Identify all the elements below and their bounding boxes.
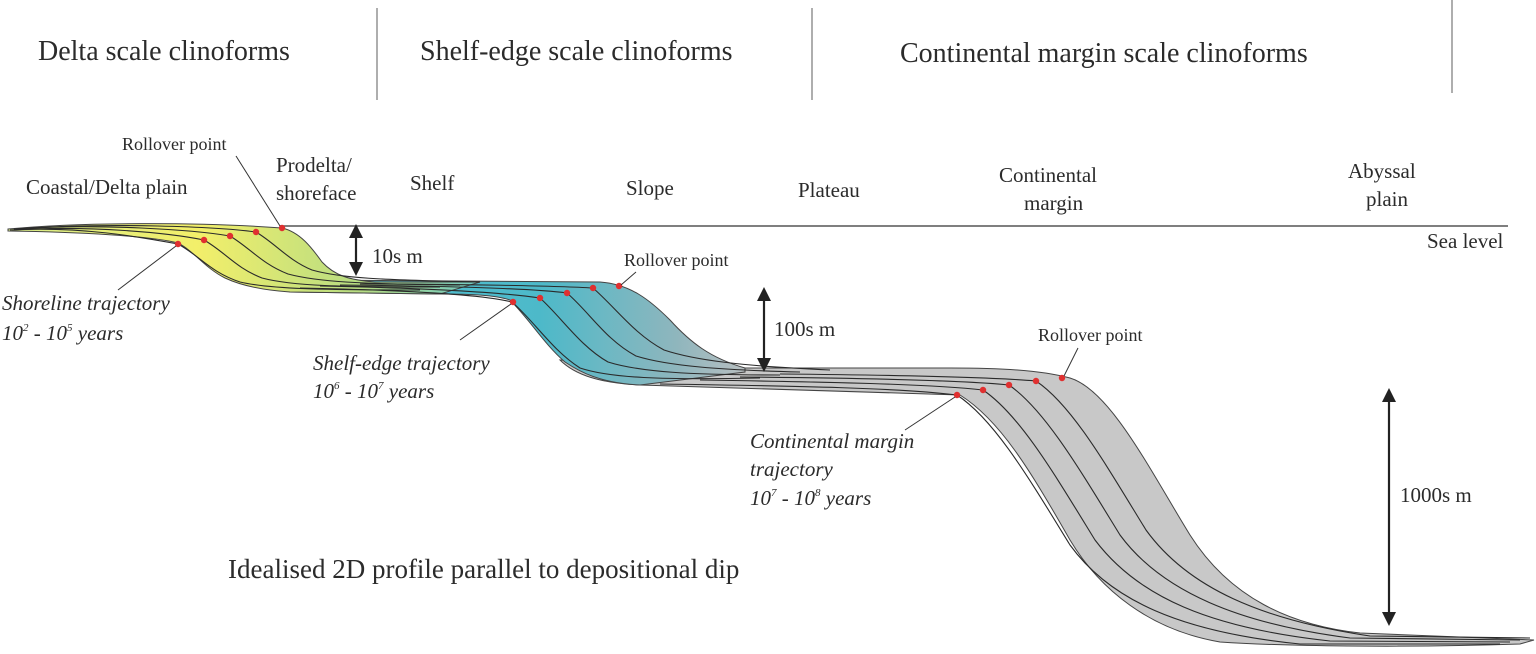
shelf-edge-trajectory-leader	[459, 303, 512, 341]
margin-clinoform-wedge	[558, 359, 1535, 647]
zone-shelf: Shelf	[410, 171, 454, 195]
scale-label-margin: 1000s m	[1400, 483, 1472, 507]
sea-level-label: Sea level	[1427, 229, 1504, 253]
scale-arrow-delta	[349, 224, 363, 276]
continental-trajectory-age: 107 - 108 years	[750, 486, 871, 510]
continental-trajectory-name-line1: Continental margin	[750, 429, 914, 453]
rollover-leader-shelf	[620, 271, 637, 286]
rollover-label-margin: Rollover point	[1038, 325, 1143, 345]
header-delta-scale: Delta scale clinoforms	[38, 36, 290, 67]
header-shelf-edge-scale: Shelf-edge scale clinoforms	[420, 36, 733, 67]
scale-arrow-shelf	[757, 287, 771, 372]
shoreline-trajectory-leader	[117, 245, 177, 291]
rollover-label-delta: Rollover point	[122, 134, 227, 154]
shoreline-trajectory-name: Shoreline trajectory	[2, 291, 170, 315]
zone-coastal-delta-plain: Coastal/Delta plain	[26, 175, 188, 199]
zone-slope: Slope	[626, 176, 674, 200]
zone-prodelta-line1: Prodelta/	[276, 153, 352, 177]
delta-rollover-points	[174, 224, 286, 248]
zone-abyssal-line2: plain	[1366, 187, 1408, 211]
scale-arrow-margin	[1382, 388, 1396, 626]
zone-abyssal-line1: Abyssal	[1348, 159, 1416, 183]
zone-continental-line2: margin	[1024, 191, 1084, 215]
rollover-leader-margin	[1063, 347, 1079, 377]
margin-rollover-points	[953, 374, 1066, 399]
rollover-leader-delta	[235, 155, 281, 227]
shelf-layer-lines	[299, 283, 831, 380]
shelf-edge-trajectory-age: 106 - 107 years	[313, 379, 434, 403]
header-continental-scale: Continental margin scale clinoforms	[900, 38, 1308, 69]
shelf-clinoform-wedge	[288, 279, 746, 386]
zone-continental-line1: Continental	[999, 163, 1097, 187]
rollover-label-shelf: Rollover point	[624, 250, 729, 270]
shelf-rollover-points	[509, 282, 623, 306]
profile-caption: Idealised 2D profile parallel to deposit…	[228, 554, 739, 584]
scale-label-delta: 10s m	[372, 244, 423, 268]
margin-layer-lines	[659, 373, 1531, 645]
shoreline-trajectory-age: 102 - 105 years	[2, 321, 123, 345]
scale-label-shelf: 100s m	[774, 317, 835, 341]
zone-prodelta-line2: shoreface	[276, 181, 356, 205]
continental-trajectory-name-line2: trajectory	[750, 457, 833, 481]
zone-plateau: Plateau	[798, 178, 860, 202]
shelf-edge-trajectory-name: Shelf-edge trajectory	[313, 351, 490, 375]
continental-trajectory-leader	[904, 396, 956, 431]
